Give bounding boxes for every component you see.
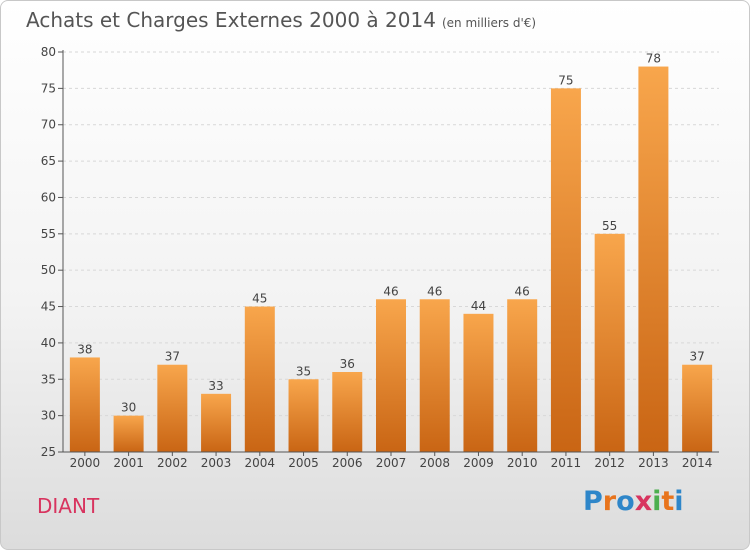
x-tick-label: 2011 [551,456,582,470]
x-tick-label: 2001 [113,456,144,470]
y-tick-label: 70 [41,118,56,132]
y-tick-label: 45 [41,300,56,314]
data-label: 46 [427,284,442,298]
data-label: 44 [471,299,486,313]
bar [682,364,713,452]
bar [332,372,363,452]
data-label: 38 [77,342,92,356]
chart-title-text: Achats et Charges Externes 2000 à 2014 [26,8,436,32]
y-tick-label: 25 [41,445,56,459]
y-tick-label: 80 [41,45,56,59]
y-tick-label: 35 [41,372,56,386]
y-axis-ticks: 25 30 35 40 45 50 55 60 65 70 75 80 [41,45,63,459]
bar [507,299,538,452]
bar [113,415,144,452]
x-tick-label: 2012 [594,456,625,470]
x-tick-label: 2010 [507,456,538,470]
x-axis-ticks: 2000 2001 2002 2003 2004 2005 2006 2007 2008 2009… [70,452,713,470]
data-label: 36 [340,357,355,371]
data-label: 46 [383,284,398,298]
logo-letter: t [661,486,675,517]
proxiti-logo: Proxiti [583,486,684,517]
data-label: 30 [121,401,136,415]
logo-letter: o [616,486,635,517]
logo-letter: i [674,486,684,517]
bar [419,299,450,452]
x-tick-label: 2009 [463,456,494,470]
logo-letter: i [652,486,662,517]
commune-name: DIANT [37,494,100,518]
y-tick-label: 60 [41,190,56,204]
bar [638,66,669,452]
x-tick-label: 2014 [682,456,713,470]
y-tick-label: 55 [41,227,56,241]
x-tick-label: 2007 [376,456,407,470]
logo-letter: r [602,486,617,517]
bar [594,233,625,452]
x-tick-label: 2002 [157,456,188,470]
bar [463,313,494,452]
chart-title: Achats et Charges Externes 2000 à 2014 (e… [26,8,536,32]
x-tick-label: 2008 [419,456,450,470]
data-label: 35 [296,364,311,378]
data-label: 37 [165,350,180,364]
y-tick-label: 30 [41,409,56,423]
bar [201,393,232,452]
x-tick-label: 2004 [245,456,276,470]
data-labels: 38 30 37 33 45 35 36 46 46 44 46 75 55 78 37 [77,52,705,415]
x-tick-label: 2005 [288,456,319,470]
x-tick-label: 2006 [332,456,363,470]
y-tick-label: 75 [41,81,56,95]
y-tick-label: 50 [41,263,56,277]
bar [157,364,188,452]
bar [244,306,275,452]
logo-letter: x [634,486,653,517]
y-tick-label: 40 [41,336,56,350]
data-label: 78 [646,52,661,66]
data-label: 45 [252,292,267,306]
chart-unit: (en milliers d'€) [441,16,537,30]
y-tick-label: 65 [41,154,56,168]
bars [69,66,713,452]
bar [69,357,100,452]
bar [288,379,319,452]
data-label: 55 [602,219,617,233]
bar [550,88,581,452]
data-label: 37 [689,350,704,364]
data-label: 33 [208,379,223,393]
data-label: 75 [558,73,573,87]
data-label: 46 [515,284,530,298]
x-tick-label: 2013 [638,456,669,470]
x-tick-label: 2003 [201,456,232,470]
logo-letter: P [583,486,603,517]
bar [376,299,406,452]
x-tick-label: 2000 [70,456,101,470]
